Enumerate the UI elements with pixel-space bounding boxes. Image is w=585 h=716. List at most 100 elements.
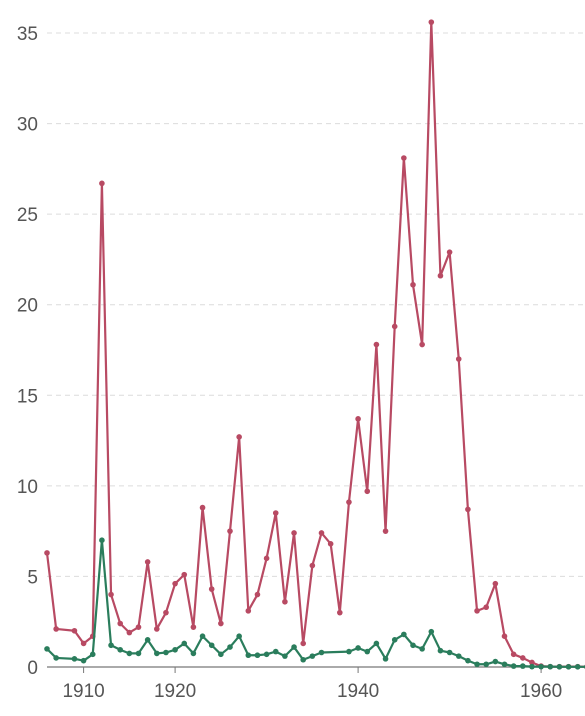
series-2-point (446, 649, 453, 656)
series-1-point (108, 591, 114, 598)
series-2-point (318, 649, 325, 656)
grid-layer (47, 32, 585, 577)
series-2-point (364, 648, 371, 655)
series-2-point (245, 652, 252, 659)
series-2-point (391, 637, 398, 643)
series-2-point (410, 642, 416, 649)
series-2-point (80, 657, 87, 664)
series-2-point (538, 663, 544, 670)
series-1-point (446, 249, 453, 255)
series-1-point (364, 488, 371, 495)
series-2-point (574, 664, 581, 670)
y-tick-label: 25 (17, 205, 38, 226)
series-1-point (309, 562, 316, 569)
series-1-point (428, 19, 435, 25)
series-1-point (236, 434, 242, 440)
series-1-point (163, 609, 169, 616)
series-1-point (346, 499, 352, 505)
y-tick-label: 15 (17, 386, 38, 407)
series-1-point (71, 627, 78, 634)
series-1-point (391, 323, 398, 330)
y-tick-label: 10 (17, 477, 38, 498)
series-1-point (282, 598, 288, 605)
series-2-point (163, 649, 169, 656)
series-2-point (172, 646, 178, 653)
series-2-point (117, 646, 123, 653)
series-1-point (291, 530, 297, 536)
x-tick-label: 1910 (62, 681, 104, 702)
series-2-point (373, 640, 380, 647)
series-2-point (263, 651, 270, 658)
series-1-point (199, 504, 206, 511)
series-1-point (272, 510, 279, 516)
series-1-point (44, 550, 50, 556)
x-tick-label: 1940 (337, 681, 379, 702)
series-2-point (236, 633, 242, 640)
series-1-point (245, 608, 252, 614)
series-2-point (99, 537, 105, 543)
series-2-point (465, 657, 471, 664)
series-2-point (565, 664, 572, 670)
series-1-point (327, 541, 334, 547)
series-2-point (71, 656, 78, 662)
series-1-point (227, 528, 233, 534)
series-1-point (474, 608, 480, 614)
series-1-point (410, 281, 416, 288)
series-2-point (227, 644, 233, 650)
series-2-point (401, 631, 407, 638)
series-1-point (337, 609, 343, 616)
series-1-point (465, 506, 471, 513)
series-1-point (144, 559, 151, 565)
series-2-point (89, 651, 96, 658)
series-2-point (437, 647, 444, 654)
series-1-point (218, 620, 224, 627)
y-tick-label: 35 (17, 24, 38, 45)
series-1-point (254, 591, 261, 598)
series-layer (44, 19, 585, 670)
series-2-point (483, 661, 490, 668)
series-2-point (419, 646, 425, 652)
series-1-point (520, 655, 526, 661)
series-1-point (53, 626, 59, 632)
series-2-point (520, 663, 526, 669)
series-2-point (291, 644, 297, 650)
series-2-point (272, 648, 279, 655)
series-2-point (382, 656, 389, 662)
series-2-point (428, 628, 435, 635)
series-2-point (108, 642, 114, 649)
series-2-point (501, 661, 508, 668)
series-2-line (45, 539, 585, 668)
series-2-point (199, 633, 206, 640)
x-tick-label: 1920 (154, 681, 196, 702)
series-2-point (135, 650, 142, 657)
series-2-point (492, 658, 499, 665)
series-1-point (135, 624, 142, 630)
series-1-point (263, 555, 270, 562)
series-2-point (510, 663, 517, 669)
series-2-point (44, 646, 50, 652)
series-1-point (483, 604, 490, 611)
series-2-point (218, 651, 224, 658)
series-1-point (318, 530, 325, 536)
series-1-point (80, 640, 87, 647)
axis-layer: 0 5 10 15 20 25 30 35 1910 1920 1940 1960 (17, 24, 585, 702)
series-2-point (126, 650, 133, 657)
series-1-point (154, 626, 160, 632)
series-2-point (556, 664, 563, 670)
series-1-point (419, 341, 425, 348)
series-1-point (492, 580, 499, 587)
series-2-point (547, 663, 554, 670)
series-2-point (474, 661, 480, 668)
series-2-point (282, 653, 288, 659)
y-tick-label: 5 (27, 567, 38, 588)
series-1-point (190, 624, 197, 630)
series-1-point (355, 416, 361, 422)
series-1-point (99, 180, 105, 187)
series-2-point (529, 663, 535, 670)
series-1-point (501, 633, 508, 640)
series-2-point (355, 645, 361, 651)
series-1-point (300, 640, 307, 647)
series-2-point (181, 640, 188, 647)
series-2-point (455, 653, 462, 659)
